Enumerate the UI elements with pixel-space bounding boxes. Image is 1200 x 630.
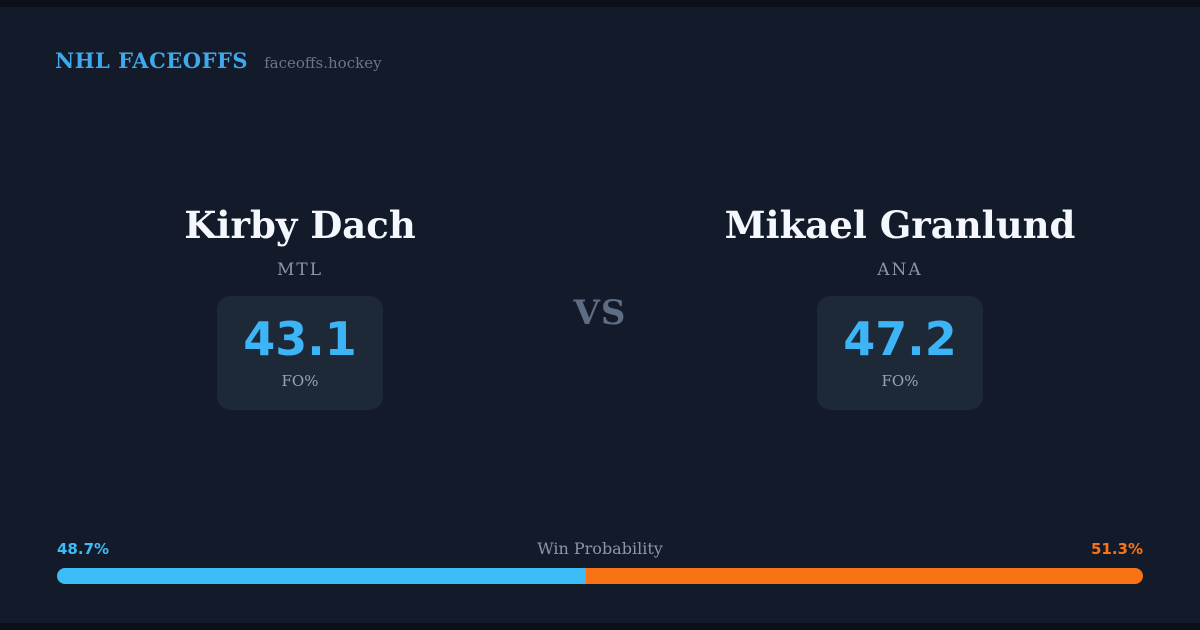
bottom-edge-strip bbox=[0, 623, 1200, 630]
win-probability-labels: 48.7% Win Probability 51.3% bbox=[57, 539, 1143, 558]
player-right-stat-box: 47.2 FO% bbox=[817, 295, 983, 410]
brand-title: NHL FACEOFFS bbox=[55, 48, 249, 73]
player-right-team: ANA bbox=[877, 259, 923, 280]
win-probability-bar bbox=[57, 568, 1143, 584]
vs-label: VS bbox=[573, 293, 627, 333]
player-right-stat-label: FO% bbox=[881, 371, 919, 390]
win-prob-bar-left bbox=[57, 568, 586, 584]
player-left-team: MTL bbox=[276, 259, 324, 280]
player-left-stat-value: 43.1 bbox=[243, 311, 357, 366]
win-probability-section: 48.7% Win Probability 51.3% bbox=[57, 539, 1143, 584]
win-prob-right-pct: 51.3% bbox=[1090, 540, 1143, 558]
player-left: Kirby Dach MTL 43.1 FO% bbox=[0, 205, 600, 410]
top-edge-strip bbox=[0, 0, 1200, 7]
site-url: faceoffs.hockey bbox=[264, 54, 382, 72]
player-right-name: Mikael Granlund bbox=[724, 203, 1076, 247]
win-probability-title: Win Probability bbox=[537, 539, 663, 558]
player-right-stat-value: 47.2 bbox=[843, 311, 957, 366]
player-left-stat-label: FO% bbox=[281, 371, 319, 390]
player-left-stat-box: 43.1 FO% bbox=[217, 295, 383, 410]
player-left-name: Kirby Dach bbox=[184, 203, 416, 247]
win-prob-left-pct: 48.7% bbox=[57, 540, 110, 558]
header: NHL FACEOFFS faceoffs.hockey bbox=[55, 48, 382, 73]
player-right: Mikael Granlund ANA 47.2 FO% bbox=[600, 205, 1200, 410]
win-prob-bar-right bbox=[585, 568, 1143, 584]
